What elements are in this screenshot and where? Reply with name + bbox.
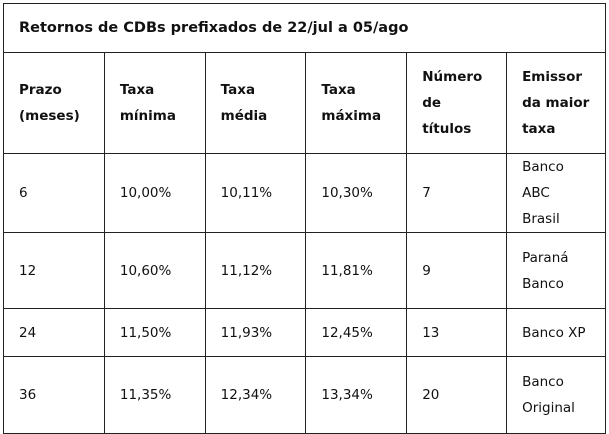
table-cell: 7 [406, 153, 508, 233]
column-header: Taxa média [204, 52, 307, 154]
table-cell: 24 [3, 308, 105, 357]
cdb-returns-table: Retornos de CDBs prefixados de 22/jul a … [3, 3, 606, 434]
column-header: Taxa mínima [103, 52, 206, 154]
table-cell: 10,30% [305, 153, 408, 233]
table-cell: 20 [406, 356, 508, 434]
table-cell: Paraná Banco [506, 232, 606, 309]
table-cell: 11,35% [103, 356, 206, 434]
table-cell: 12,34% [204, 356, 307, 434]
table-cell: 10,00% [103, 153, 206, 233]
table-row: 36 11,35% 12,34% 13,34% 20 Banco Original [3, 356, 606, 434]
table-cell: Banco XP [506, 308, 606, 357]
table-cell: 13,34% [305, 356, 408, 434]
table-cell: 12 [3, 232, 105, 309]
column-header: Número de títulos [406, 52, 508, 154]
table-cell: 11,12% [204, 232, 307, 309]
table-cell: 13 [406, 308, 508, 357]
column-header: Taxa máxima [305, 52, 408, 154]
column-header: Emissor da maior taxa [506, 52, 606, 154]
table-cell: 9 [406, 232, 508, 309]
table-row: 6 10,00% 10,11% 10,30% 7 Banco ABC Brasil [3, 153, 606, 233]
table-cell: 11,81% [305, 232, 408, 309]
table-cell: 10,11% [204, 153, 307, 233]
table-cell: 11,50% [103, 308, 206, 357]
table-cell: 12,45% [305, 308, 408, 357]
table-row: 12 10,60% 11,12% 11,81% 9 Paraná Banco [3, 232, 606, 309]
table-cell: 6 [3, 153, 105, 233]
table-cell: 36 [3, 356, 105, 434]
table-row: 24 11,50% 11,93% 12,45% 13 Banco XP [3, 308, 606, 357]
table-title: Retornos de CDBs prefixados de 22/jul a … [3, 3, 606, 53]
table-cell: Banco Original [506, 356, 606, 434]
column-header: Prazo (meses) [3, 52, 105, 154]
table-cell: 10,60% [103, 232, 206, 309]
table-cell: 11,93% [204, 308, 307, 357]
table-cell: Banco ABC Brasil [506, 153, 606, 233]
